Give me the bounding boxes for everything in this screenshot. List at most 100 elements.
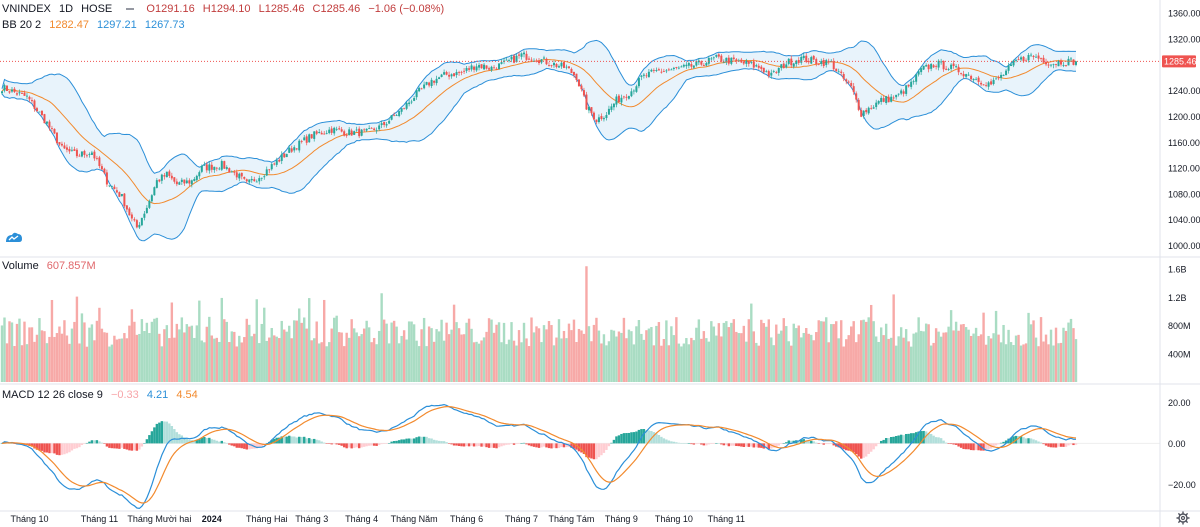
gear-icon[interactable] bbox=[1176, 511, 1190, 525]
high-value: H1294.10 bbox=[202, 3, 251, 15]
macd-histogram-bar bbox=[672, 441, 676, 444]
volume-bar bbox=[305, 328, 308, 382]
macd-histogram-bar bbox=[118, 443, 121, 449]
symbol-interval[interactable]: 1D bbox=[58, 3, 74, 15]
candle-body bbox=[220, 161, 223, 170]
time-axis[interactable]: Tháng 10 Tháng 11 Tháng Mười hai 2024 Tháng … bbox=[10, 514, 745, 524]
candle-body bbox=[602, 118, 605, 120]
candle-body bbox=[58, 142, 61, 145]
volume-bar bbox=[602, 334, 606, 382]
price-axis[interactable]: 1360.00 1320.00 1240.00 1200.00 1160.00 1120.… bbox=[1168, 9, 1200, 251]
macd-histogram-bar bbox=[325, 443, 328, 444]
volume-bar bbox=[745, 341, 748, 382]
volume-bar bbox=[210, 335, 214, 382]
volume-bar bbox=[810, 334, 813, 382]
macd-histogram-bar bbox=[412, 438, 416, 444]
volume-bar bbox=[235, 346, 238, 382]
candle-body bbox=[607, 108, 610, 115]
macd-histogram-bar bbox=[303, 436, 306, 444]
volume-axis[interactable]: 1.6B 1.2B 800M 400M bbox=[1168, 265, 1191, 360]
macd-legend[interactable]: MACD 12 26 close 9 −0.33 4.21 4.54 bbox=[2, 388, 203, 402]
tradingview-logo-icon[interactable] bbox=[4, 230, 24, 244]
macd-histogram-bar bbox=[1047, 443, 1050, 447]
macd-axis[interactable]: 20.00 0.00 −20.00 bbox=[1168, 398, 1196, 490]
candle-body bbox=[592, 112, 595, 120]
volume-bar bbox=[650, 327, 653, 382]
volume-bar bbox=[165, 325, 169, 382]
volume-bar bbox=[1004, 344, 1008, 382]
candle-body bbox=[812, 55, 815, 60]
volume-bar bbox=[597, 330, 601, 382]
macd-histogram-bar bbox=[872, 443, 875, 450]
volume-bar bbox=[919, 330, 923, 382]
macd-histogram-bar bbox=[897, 435, 900, 444]
volume-bar bbox=[375, 344, 378, 382]
axis-tick-label: −20.00 bbox=[1168, 480, 1196, 490]
volume-bar bbox=[550, 325, 553, 382]
macd-histogram-bar bbox=[662, 438, 666, 444]
volume-bar bbox=[687, 344, 691, 382]
candle-body bbox=[325, 133, 328, 135]
volume-bar bbox=[999, 342, 1003, 382]
volume-bar bbox=[298, 308, 301, 382]
candle-body bbox=[972, 78, 975, 81]
macd-histogram-bar bbox=[135, 443, 139, 451]
volume-bar bbox=[899, 327, 903, 382]
candle-body bbox=[258, 178, 261, 182]
volume-bar bbox=[517, 330, 521, 382]
candle-body bbox=[435, 78, 438, 84]
volume-bar bbox=[959, 324, 963, 382]
volume-bar bbox=[233, 331, 236, 382]
volume-bar bbox=[168, 338, 171, 382]
volume-bar bbox=[747, 319, 751, 382]
volume-bar bbox=[792, 323, 795, 382]
candle-body bbox=[1027, 55, 1030, 61]
macd-histogram-bar bbox=[110, 443, 114, 449]
axis-tick-label: 0.00 bbox=[1168, 439, 1186, 449]
volume-bar bbox=[1064, 330, 1068, 382]
macd-histogram-bar bbox=[210, 439, 214, 444]
candle-body bbox=[1075, 61, 1077, 65]
axis-tick-label: 1000.00 bbox=[1168, 241, 1200, 251]
macd-histogram-bar bbox=[507, 443, 511, 445]
macd-histogram-bar bbox=[103, 443, 106, 444]
candle-body bbox=[560, 62, 563, 67]
macd-histogram-bar bbox=[255, 443, 258, 449]
volume-bar bbox=[845, 339, 848, 382]
candle-body bbox=[178, 182, 181, 185]
candle-body bbox=[562, 62, 565, 68]
candle-body bbox=[700, 61, 703, 65]
candle-body bbox=[475, 66, 478, 71]
volume-bar bbox=[100, 328, 104, 382]
candle-body bbox=[1, 91, 3, 94]
volume-bar bbox=[667, 345, 671, 382]
macd-histogram-bar bbox=[1069, 443, 1073, 445]
macd-histogram-bar bbox=[982, 443, 985, 451]
volume-bar bbox=[467, 318, 471, 382]
volume-bar bbox=[345, 332, 348, 382]
candle-body bbox=[905, 85, 908, 94]
volume-bar bbox=[495, 324, 498, 382]
volume-bar bbox=[612, 330, 616, 382]
volume-bar bbox=[577, 328, 581, 382]
macd-histogram-bar bbox=[422, 436, 426, 444]
candle-body bbox=[3, 85, 6, 91]
volume-bar bbox=[402, 330, 406, 382]
candle-body bbox=[635, 86, 638, 92]
candle-body bbox=[525, 53, 528, 60]
volume-bar bbox=[352, 328, 356, 382]
volume-bar bbox=[238, 335, 241, 382]
macd-histogram-bar bbox=[590, 443, 593, 459]
volume-bar bbox=[310, 340, 313, 382]
macd-histogram-bar bbox=[228, 443, 231, 445]
candle-body bbox=[165, 171, 168, 178]
candle-body bbox=[745, 60, 748, 64]
status-dot-icon bbox=[126, 8, 135, 11]
symbol-name[interactable]: VNINDEX bbox=[2, 3, 51, 15]
volume-bar bbox=[1014, 335, 1018, 382]
bollinger-legend[interactable]: BB 20 2 1282.47 1297.21 1267.73 bbox=[2, 18, 190, 32]
candle-body bbox=[528, 58, 531, 60]
candle-body bbox=[358, 128, 361, 137]
volume-legend[interactable]: Volume 607.857M bbox=[2, 259, 101, 273]
